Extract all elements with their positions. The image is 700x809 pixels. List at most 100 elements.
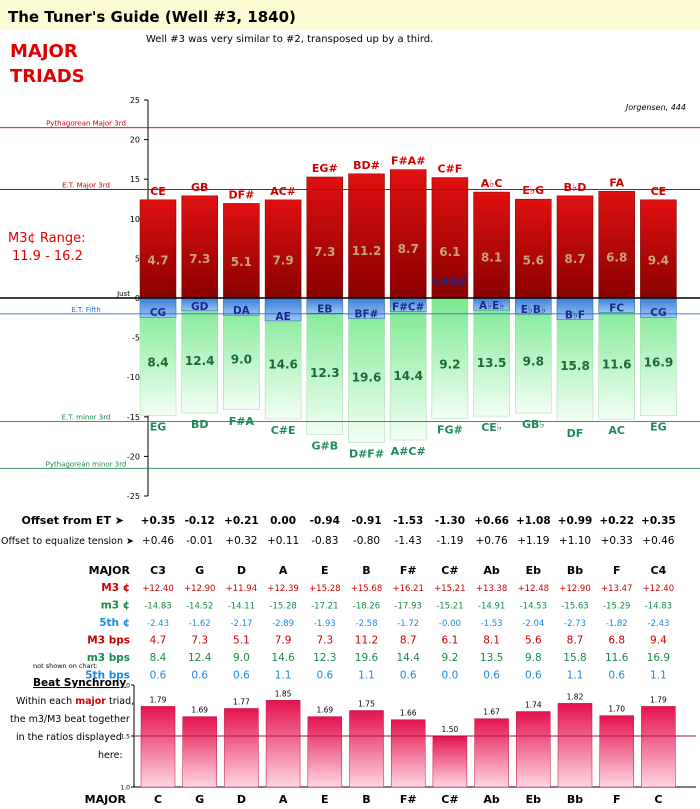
sync-bar: [516, 711, 551, 788]
major-third-bar: [264, 199, 302, 299]
major-third-bar: [556, 195, 594, 299]
minor-third-bar-text: 13.5: [477, 356, 507, 370]
offset-et-value: 0.00: [270, 515, 296, 527]
sync-bar-value: 1.70: [608, 705, 625, 714]
heading-major: MAJOR: [10, 41, 78, 62]
table-cell: +15.68: [351, 584, 382, 594]
table-column-header: B: [362, 564, 370, 577]
table-column-header: C#: [441, 564, 458, 577]
reference-line-label: Pythagorean minor 3rd: [46, 460, 127, 468]
major-third-bar-text: 4.7: [147, 254, 168, 268]
sync-bar: [390, 719, 426, 788]
sync-footer-label: MAJOR: [85, 793, 127, 806]
offset-eq-label: Offset to equalize tension ➤: [1, 536, 134, 547]
sync-bar-value: 1.75: [358, 700, 375, 709]
offset-et-value: -0.91: [351, 515, 381, 527]
sync-title: Beat Synchrony: [33, 677, 126, 689]
offset-eq-value: -1.43: [395, 535, 422, 547]
reference-line-label: Pythagorean Major 3rd: [46, 120, 126, 128]
offset-eq-value: -0.01: [186, 535, 213, 547]
fifth-label: CG: [650, 307, 666, 319]
sync-bar: [265, 700, 301, 788]
fifth-label: BF#: [355, 308, 379, 320]
sync-y-tick-label: 1.5: [120, 734, 130, 741]
heading-triads: TRIADS: [10, 66, 85, 87]
table-column-header: Bb: [567, 564, 583, 577]
major-third-bar-text: 7.9: [272, 254, 293, 268]
sync-category-label: Ab: [483, 793, 500, 806]
table-cell: 5.1: [233, 635, 250, 647]
offset-et-value: -1.53: [393, 515, 423, 527]
reference-line-label: E.T. Fifth: [71, 306, 101, 314]
sync-bar: [599, 715, 634, 788]
y-tick-label: -5: [132, 334, 140, 343]
minor-third-bar: [223, 297, 260, 411]
major-third-bar-text: 8.7: [564, 252, 585, 266]
minor-third-label: C#E: [271, 424, 296, 437]
minor-third-bar-text: 14.6: [268, 358, 298, 372]
major-third-label: E♭G: [522, 184, 544, 197]
offset-et-value: -1.30: [435, 515, 465, 527]
minor-third-bar-text: 8.4: [147, 356, 168, 370]
table-cell: +13.47: [601, 584, 632, 594]
major-third-label: A♭C: [481, 177, 503, 190]
y-tick-label: -10: [127, 373, 140, 382]
major-third-label: AC#: [270, 185, 296, 198]
major-third-label: B♭D: [564, 181, 587, 194]
offset-et-label: Offset from ET ➤: [22, 514, 124, 527]
cents-bar-chart: -25-20-15-10-50510152025Pythagorean Majo…: [0, 96, 700, 501]
table-cell: 1.1: [275, 670, 292, 682]
table-cell: 6.1: [442, 635, 459, 647]
sync-desc-line1: Within each major triad,: [16, 696, 134, 707]
range-label: M3¢ Range:: [8, 231, 85, 246]
minor-third-bar: [515, 297, 552, 414]
major-third-bar: [515, 198, 552, 299]
table-cell: 0.6: [191, 670, 208, 682]
minor-third-bar: [139, 297, 177, 416]
major-third-bar-text: 5.1: [231, 255, 252, 269]
minor-third-label: EG: [650, 420, 667, 433]
fifth-label: F#C#: [392, 302, 425, 314]
major-third-bar: [306, 176, 344, 299]
table-cell: -2.04: [522, 619, 544, 629]
y-tick-label: 15: [130, 175, 140, 184]
sync-bar: [641, 706, 676, 788]
table-cell: -1.53: [481, 619, 503, 629]
table-cell: -1.93: [314, 619, 336, 629]
table-cell: -2.43: [147, 619, 169, 629]
sync-category-label: Bb: [567, 793, 583, 806]
fifth-label: CG: [150, 307, 166, 319]
sync-desc-part2: major: [75, 696, 106, 707]
table-cell: 13.5: [480, 652, 503, 664]
major-third-label: F#A#: [391, 155, 425, 168]
table-cell: -18.26: [353, 602, 380, 612]
sync-category-label: D: [237, 793, 246, 806]
major-third-bar-text: 11.2: [352, 244, 382, 258]
offset-et-value: +0.66: [474, 515, 509, 527]
major-third-label: FA: [609, 176, 624, 189]
sync-bar: [307, 716, 343, 788]
table-cell: 12.3: [313, 652, 336, 664]
table-cell: -2.73: [564, 619, 586, 629]
sync-desc-part1: Within each: [16, 696, 75, 707]
major-third-label: C#F: [437, 163, 462, 176]
table-cell: -15.29: [603, 602, 630, 612]
sync-category-label: C: [654, 793, 662, 806]
minor-third-label: EG: [150, 420, 167, 433]
table-cell: -14.53: [520, 602, 547, 612]
table-cell: -0.00: [439, 619, 461, 629]
table-cell: -1.82: [606, 619, 628, 629]
major-third-bar-text: 9.4: [648, 254, 669, 268]
table-column-header: C4: [651, 564, 667, 577]
table-cell: -14.11: [228, 602, 255, 612]
reference-line-label: E.T. Major 3rd: [62, 181, 110, 189]
data-table: C3 G D A E B F# C# Ab Eb Bb F C4 M3 ¢ +12.40 +12.90 +11.…: [85, 564, 674, 682]
sync-desc-line2: the m3/M3 beat together: [10, 714, 130, 725]
sync-bar: [474, 718, 509, 788]
table-cell: 8.7: [400, 635, 417, 647]
table-cell: 15.8: [563, 652, 586, 664]
table-cell: +12.39: [267, 584, 298, 594]
y-tick-label: -25: [127, 492, 140, 501]
table-cell: 1.1: [358, 670, 375, 682]
